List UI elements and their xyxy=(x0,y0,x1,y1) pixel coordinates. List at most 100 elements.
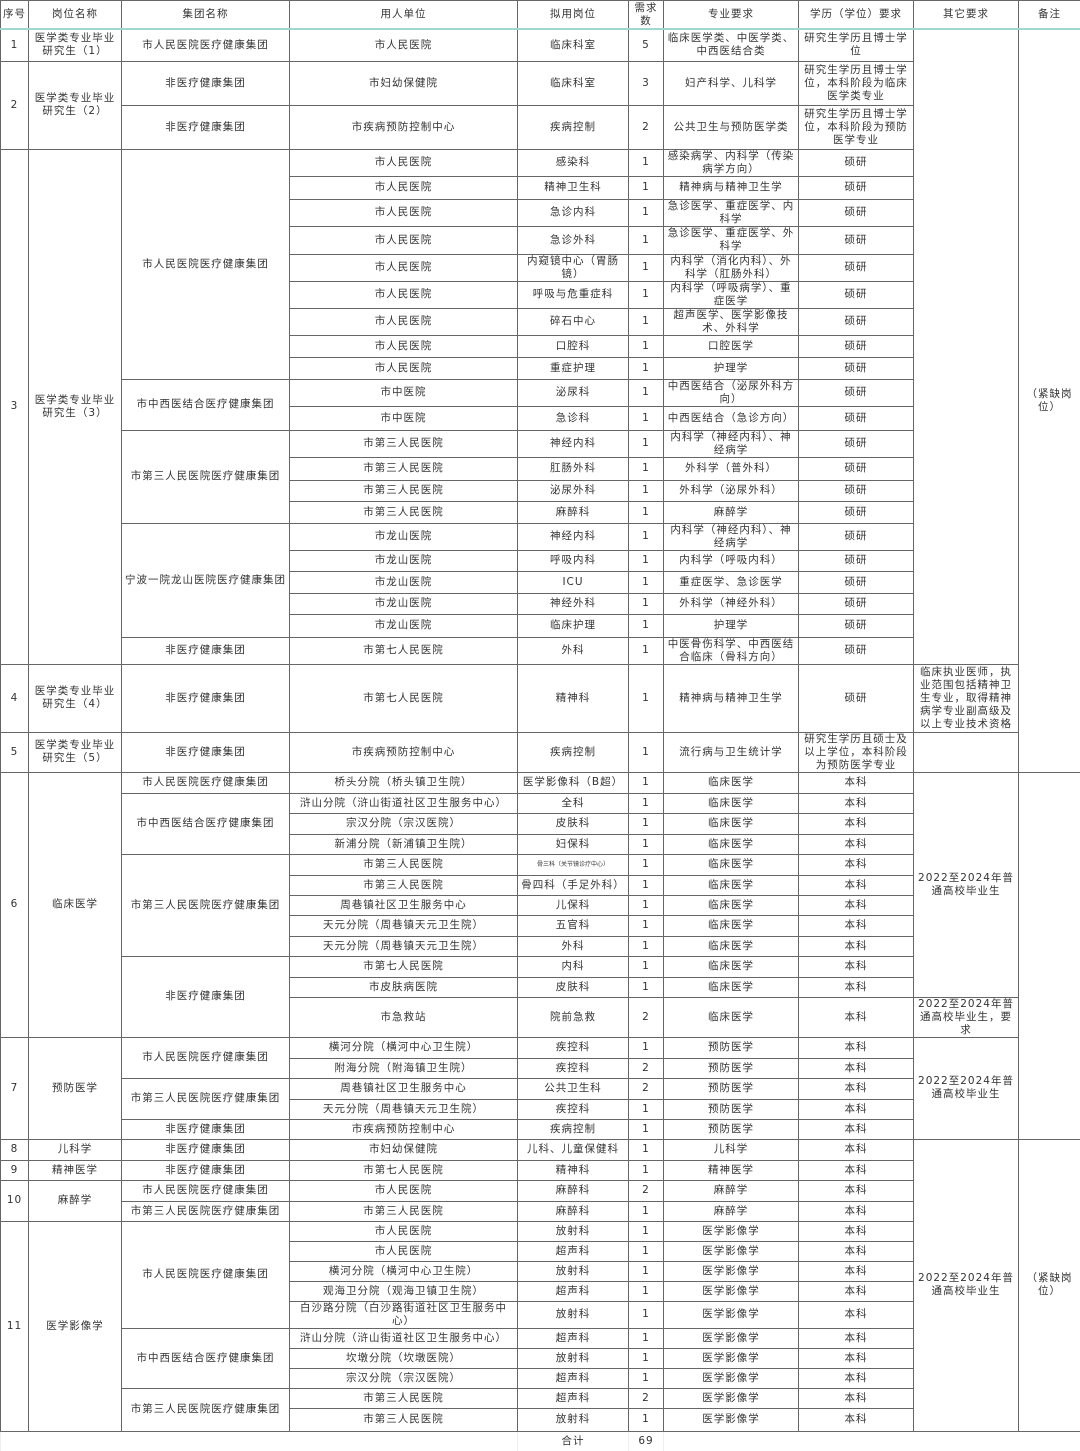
degree-requirement: 本科 xyxy=(799,1119,914,1139)
employer-unit: 天元分院（周巷镇天元卫生院） xyxy=(290,1099,518,1119)
degree-requirement: 本科 xyxy=(799,854,914,875)
major-requirement: 医学影像学 xyxy=(664,1408,799,1431)
degree-requirement: 硕研 xyxy=(799,457,914,480)
post-name: 肛肠外科 xyxy=(518,457,629,480)
group-name: 市人民医院医疗健康集团 xyxy=(122,149,290,379)
major-requirement: 临床医学 xyxy=(664,875,799,895)
employer-unit: 市第三人民医院 xyxy=(290,854,518,875)
major-requirement: 感染病学、内科学（传染病学方向） xyxy=(664,149,799,176)
header-no: 序号 xyxy=(1,1,29,30)
degree-requirement: 硕研 xyxy=(799,550,914,571)
post-name: 临床科室 xyxy=(518,29,629,61)
employer-unit: 市疾病预防控制中心 xyxy=(290,1119,518,1139)
major-requirement: 临床医学 xyxy=(664,813,799,834)
post-name: 放射科 xyxy=(518,1221,629,1241)
employer-unit: 市中医院 xyxy=(290,379,518,406)
major-requirement: 内科学（神经内科）、神经病学 xyxy=(664,430,799,457)
degree-requirement: 硕研 xyxy=(799,523,914,550)
degree-requirement: 硕研 xyxy=(799,593,914,614)
demand-count: 1 xyxy=(629,1368,664,1388)
major-requirement: 医学影像学 xyxy=(664,1301,799,1328)
major-requirement: 中医骨伤科学、中西医结合临床（骨科方向） xyxy=(664,637,799,664)
demand-count: 1 xyxy=(629,875,664,895)
post-name: 神经内科 xyxy=(518,430,629,457)
position-name: 医学类专业毕业研究生（1） xyxy=(29,29,122,61)
post-name: 超声科 xyxy=(518,1241,629,1261)
major-requirement: 医学影像学 xyxy=(664,1348,799,1368)
post-name: 急诊科 xyxy=(518,406,629,430)
header-count: 需求数 xyxy=(629,1,664,30)
post-name: 碎石中心 xyxy=(518,308,629,335)
degree-requirement: 本科 xyxy=(799,1348,914,1368)
post-name: 精神科 xyxy=(518,664,629,732)
demand-count: 1 xyxy=(629,1408,664,1431)
group-name: 非医疗健康集团 xyxy=(122,664,290,732)
post-name: 疾病控制 xyxy=(518,1119,629,1139)
degree-requirement: 本科 xyxy=(799,1241,914,1261)
post-name: 泌尿科 xyxy=(518,379,629,406)
degree-requirement: 本科 xyxy=(799,895,914,915)
header-major: 专业要求 xyxy=(664,1,799,30)
degree-requirement: 本科 xyxy=(799,997,914,1037)
employer-unit: 天元分院（周巷镇天元卫生院） xyxy=(290,936,518,956)
demand-count: 1 xyxy=(629,1099,664,1119)
degree-requirement: 本科 xyxy=(799,1221,914,1241)
demand-count: 1 xyxy=(629,199,664,226)
post-name: 感染科 xyxy=(518,149,629,176)
employer-unit: 市龙山医院 xyxy=(290,571,518,593)
employer-unit: 观海卫分院（观海卫镇卫生院） xyxy=(290,1281,518,1301)
employer-unit: 坎墩分院（坎墩医院） xyxy=(290,1348,518,1368)
group-name: 非医疗健康集团 xyxy=(122,61,290,105)
demand-count: 2 xyxy=(629,1058,664,1078)
employer-unit: 市第三人民医院 xyxy=(290,457,518,480)
job-number: 4 xyxy=(1,664,29,732)
degree-requirement: 硕研 xyxy=(799,406,914,430)
employer-unit: 浒山分院（浒山街道社区卫生服务中心） xyxy=(290,793,518,813)
header-row: 序号 岗位名称 集团名称 用人单位 拟用岗位 需求数 专业要求 学历（学位）要求… xyxy=(1,1,1080,30)
demand-count: 1 xyxy=(629,732,664,772)
job-number: 2 xyxy=(1,61,29,149)
major-requirement: 预防医学 xyxy=(664,1058,799,1078)
group-name: 市人民医院医疗健康集团 xyxy=(122,772,290,793)
degree-requirement: 本科 xyxy=(799,1301,914,1328)
post-name: 儿科、儿童保健科 xyxy=(518,1139,629,1160)
group-name: 非医疗健康集团 xyxy=(122,1160,290,1180)
major-requirement: 流行病与卫生统计学 xyxy=(664,732,799,772)
header-other: 其它要求 xyxy=(914,1,1019,30)
major-requirement: 临床医学 xyxy=(664,956,799,977)
employer-unit: 附海分院（附海镇卫生院） xyxy=(290,1058,518,1078)
group-name: 非医疗健康集团 xyxy=(122,1119,290,1139)
demand-count: 1 xyxy=(629,308,664,335)
major-requirement: 麻醉学 xyxy=(664,501,799,523)
job-number: 8 xyxy=(1,1139,29,1160)
degree-requirement: 硕研 xyxy=(799,199,914,226)
employer-unit: 市人民医院 xyxy=(290,1241,518,1261)
demand-count: 1 xyxy=(629,379,664,406)
major-requirement: 预防医学 xyxy=(664,1099,799,1119)
post-name: 院前急救 xyxy=(518,997,629,1037)
position-name: 医学影像学 xyxy=(29,1221,122,1431)
post-name: 放射科 xyxy=(518,1261,629,1281)
post-name: 麻醉科 xyxy=(518,501,629,523)
major-requirement: 预防医学 xyxy=(664,1119,799,1139)
major-requirement: 中西医结合（泌尿外科方向） xyxy=(664,379,799,406)
employer-unit: 市人民医院 xyxy=(290,199,518,226)
other-requirement: 2022至2024年普通高校毕业生 xyxy=(914,1037,1019,1139)
major-requirement: 急诊医学、重症医学、外科学 xyxy=(664,226,799,254)
demand-count: 1 xyxy=(629,550,664,571)
post-name: 放射科 xyxy=(518,1408,629,1431)
employer-unit: 周巷镇社区卫生服务中心 xyxy=(290,895,518,915)
employer-unit: 市第三人民医院 xyxy=(290,875,518,895)
other-requirement xyxy=(914,29,1019,664)
demand-count: 1 xyxy=(629,936,664,956)
degree-requirement: 硕研 xyxy=(799,571,914,593)
major-requirement: 精神病与精神卫生学 xyxy=(664,664,799,732)
major-requirement: 医学影像学 xyxy=(664,1281,799,1301)
remark xyxy=(1019,772,1080,1139)
major-requirement: 公共卫生与预防医学类 xyxy=(664,105,799,149)
degree-requirement: 硕研 xyxy=(799,430,914,457)
degree-requirement: 本科 xyxy=(799,1058,914,1078)
major-requirement: 儿科学 xyxy=(664,1139,799,1160)
major-requirement: 麻醉学 xyxy=(664,1180,799,1201)
